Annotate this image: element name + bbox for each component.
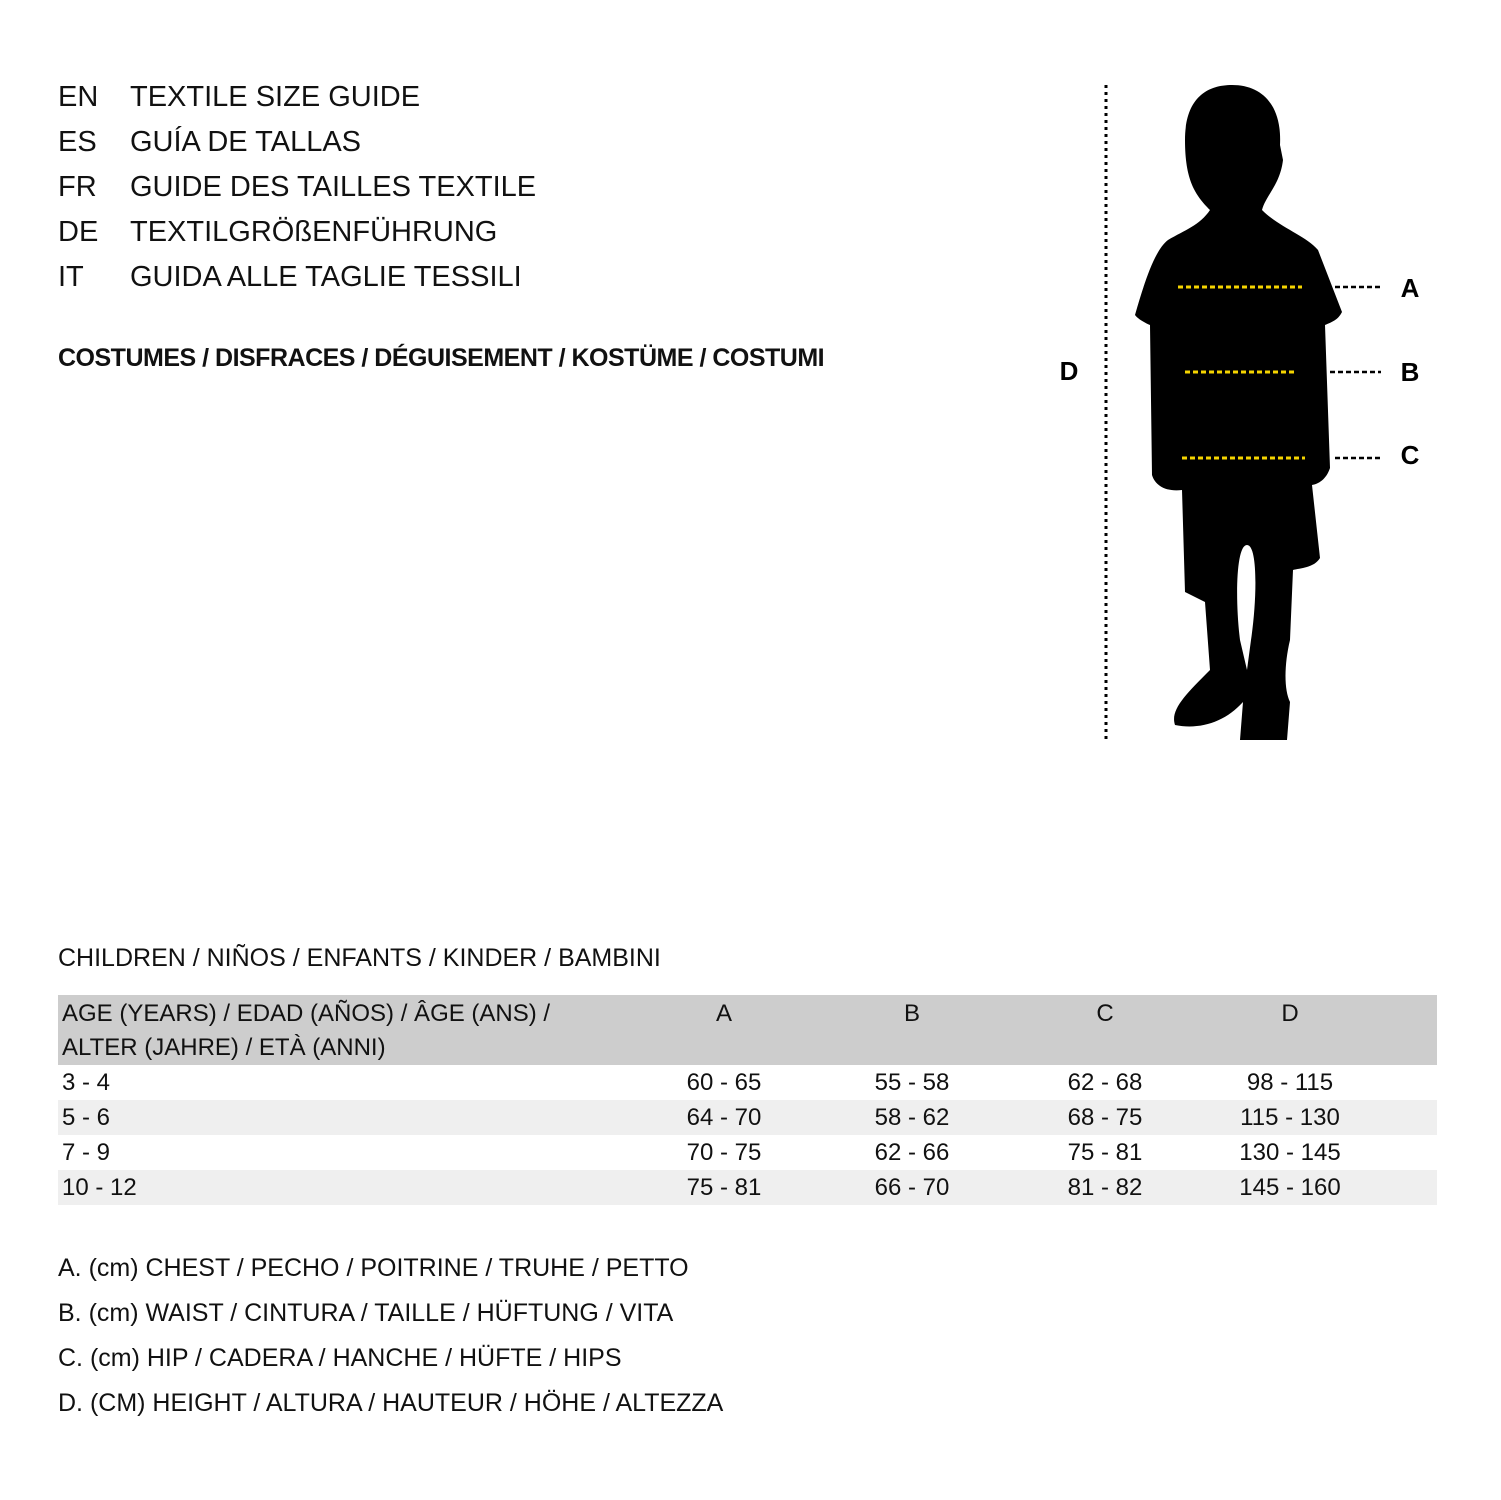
title-text: GUÍA DE TALLAS [130, 126, 362, 158]
cell-d: 115 - 130 [1240, 1104, 1340, 1131]
label-c: C [1401, 440, 1420, 470]
title-text: TEXTILGRÖßENFÜHRUNG [130, 216, 498, 248]
cell-age: 10 - 12 [62, 1174, 137, 1201]
yellow-measure-lines [1178, 285, 1305, 460]
label-b: B [1401, 357, 1420, 387]
title-de: DE TEXTILGRÖßENFÜHRUNG [58, 212, 958, 252]
cell-c: 75 - 81 [1067, 1139, 1143, 1166]
cell-age: 3 - 4 [62, 1069, 111, 1096]
header-c: C [1096, 1000, 1114, 1027]
size-table: AGE (YEARS) / EDAD (AÑOS) / ÂGE (ANS) / … [58, 995, 1437, 1205]
leader-lines [1330, 285, 1381, 460]
header-b: B [903, 1000, 920, 1027]
language-code: IT [58, 261, 84, 293]
cell-b: 66 - 70 [874, 1174, 950, 1201]
language-code: DE [58, 216, 99, 248]
header-a: A [715, 1000, 732, 1027]
child-silhouette [1135, 85, 1342, 740]
header-d: D [1281, 1000, 1299, 1027]
cell-c: 62 - 68 [1067, 1069, 1143, 1096]
cell-a: 75 - 81 [686, 1174, 762, 1201]
measurement-diagram: D A B C [1060, 85, 1420, 742]
title-es: ES GUÍA DE TALLAS [58, 122, 958, 162]
language-code: FR [58, 171, 97, 203]
language-code: EN [58, 81, 99, 113]
title-fr: FR GUIDE DES TAILLES TEXTILE [58, 167, 958, 207]
cell-age: 5 - 6 [62, 1104, 111, 1131]
header-age-line2: ALTER (JAHRE) / ETÀ (ANNI) [62, 1034, 386, 1061]
section-title: CHILDREN / NIÑOS / ENFANTS / KINDER / BA… [58, 944, 661, 972]
cell-c: 68 - 75 [1067, 1104, 1143, 1131]
legend-item-b: B. (cm) WAIST / CINTURA / TAILLE / HÜFTU… [58, 1299, 674, 1327]
cell-b: 58 - 62 [874, 1104, 950, 1131]
cell-d: 98 - 115 [1246, 1069, 1334, 1096]
cell-d: 130 - 145 [1239, 1139, 1341, 1166]
title-it: IT GUIDA ALLE TAGLIE TESSILI [58, 257, 958, 297]
language-code: ES [58, 126, 97, 158]
legend-item-a: A. (cm) CHEST / PECHO / POITRINE / TRUHE… [58, 1254, 689, 1282]
cell-age: 7 - 9 [62, 1139, 111, 1166]
costumes-subtitle: COSTUMES / DISFRACES / DÉGUISEMENT / KOS… [58, 344, 825, 372]
legend-item-c: C. (cm) HIP / CADERA / HANCHE / HÜFTE / … [58, 1344, 622, 1372]
cell-a: 70 - 75 [686, 1139, 762, 1166]
cell-a: 60 - 65 [686, 1069, 762, 1096]
table-row: 3 - 4 60 - 65 55 - 58 62 - 68 98 - 115 [58, 1065, 1437, 1100]
leg-gap [1237, 545, 1256, 670]
label-a: A [1401, 273, 1420, 303]
label-d: D [1060, 356, 1079, 386]
title-text: GUIDA ALLE TAGLIE TESSILI [130, 261, 522, 293]
table-row: 7 - 9 70 - 75 62 - 66 75 - 81 130 - 145 [58, 1135, 1437, 1170]
cell-c: 81 - 82 [1067, 1174, 1143, 1201]
table-header: AGE (YEARS) / EDAD (AÑOS) / ÂGE (ANS) / … [58, 995, 1437, 1065]
legend-item-d: D. (CM) HEIGHT / ALTURA / HAUTEUR / HÖHE… [58, 1389, 724, 1417]
header-age-line1: AGE (YEARS) / EDAD (AÑOS) / ÂGE (ANS) / [62, 1000, 551, 1027]
table-row: 5 - 6 64 - 70 58 - 62 68 - 75 115 - 130 [58, 1100, 1437, 1135]
title-text: TEXTILE SIZE GUIDE [130, 81, 421, 113]
cell-a: 64 - 70 [686, 1104, 762, 1131]
title-text: GUIDE DES TAILLES TEXTILE [130, 171, 537, 203]
cell-b: 62 - 66 [874, 1139, 950, 1166]
table-row: 10 - 12 75 - 81 66 - 70 81 - 82 145 - 16… [58, 1170, 1437, 1205]
cell-d: 145 - 160 [1239, 1174, 1341, 1201]
cell-b: 55 - 58 [874, 1069, 950, 1096]
title-en: EN TEXTILE SIZE GUIDE [58, 77, 958, 117]
